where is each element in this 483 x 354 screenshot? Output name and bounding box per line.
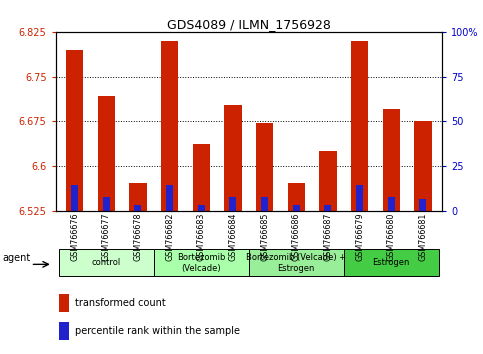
Bar [166, 185, 173, 211]
Text: GSM766677: GSM766677 [102, 212, 111, 261]
Text: control: control [92, 258, 121, 267]
Bar [66, 50, 83, 211]
Bar [154, 249, 249, 276]
Bar [419, 199, 426, 211]
Bar [256, 123, 273, 211]
Bar [287, 183, 305, 211]
Text: GSM766679: GSM766679 [355, 212, 364, 261]
Bar [198, 205, 205, 211]
Text: Estrogen: Estrogen [372, 258, 410, 267]
Bar [229, 197, 236, 211]
Bar [293, 205, 300, 211]
Bar [129, 183, 147, 211]
Text: GSM766682: GSM766682 [165, 212, 174, 261]
Text: GSM766676: GSM766676 [70, 212, 79, 261]
Bar [319, 151, 337, 211]
Text: GSM766681: GSM766681 [418, 212, 427, 261]
Text: percentile rank within the sample: percentile rank within the sample [75, 326, 240, 336]
Bar [356, 185, 363, 211]
Bar [98, 96, 115, 211]
Text: GSM766680: GSM766680 [387, 212, 396, 261]
Bar [59, 322, 69, 340]
Bar [193, 144, 210, 211]
Title: GDS4089 / ILMN_1756928: GDS4089 / ILMN_1756928 [167, 18, 331, 31]
Bar [59, 294, 69, 312]
Bar [59, 249, 154, 276]
Bar [351, 41, 369, 211]
Bar [261, 197, 268, 211]
Bar [103, 197, 110, 211]
Bar [134, 205, 142, 211]
Text: Bortezomib (Velcade) +
Estrogen: Bortezomib (Velcade) + Estrogen [246, 253, 346, 273]
Bar [71, 185, 78, 211]
Bar [161, 41, 178, 211]
Bar [224, 104, 242, 211]
Text: GSM766686: GSM766686 [292, 212, 301, 261]
Text: agent: agent [3, 253, 31, 263]
Bar [325, 205, 331, 211]
Bar [249, 249, 344, 276]
Text: Bortezomib
(Velcade): Bortezomib (Velcade) [177, 253, 226, 273]
Text: transformed count: transformed count [75, 298, 166, 308]
Bar [388, 197, 395, 211]
Text: GSM766685: GSM766685 [260, 212, 269, 261]
Bar [414, 121, 432, 211]
Text: GSM766687: GSM766687 [324, 212, 332, 261]
Text: GSM766683: GSM766683 [197, 212, 206, 261]
Text: GSM766684: GSM766684 [228, 212, 238, 261]
Bar [344, 249, 439, 276]
Text: GSM766678: GSM766678 [133, 212, 142, 261]
Bar [383, 109, 400, 211]
